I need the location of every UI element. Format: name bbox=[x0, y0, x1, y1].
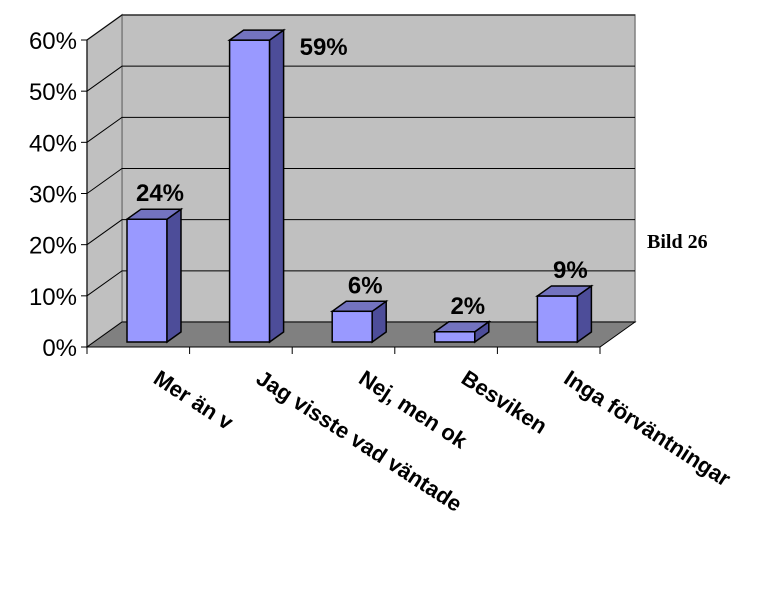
bar-front bbox=[434, 331, 476, 343]
y-tick-label: 30% bbox=[29, 182, 77, 209]
gridline bbox=[86, 270, 635, 297]
bar-top bbox=[432, 321, 492, 333]
data-label: 59% bbox=[300, 34, 348, 61]
bar-top bbox=[124, 208, 184, 220]
bar bbox=[329, 299, 389, 344]
data-label: 9% bbox=[553, 257, 588, 284]
bar-top bbox=[329, 300, 389, 313]
x-tick-label: Inga förväntningar bbox=[560, 365, 736, 491]
gridline bbox=[86, 219, 635, 246]
y-tick-label: 10% bbox=[29, 284, 77, 311]
x-tick-label: Mer än v bbox=[149, 365, 238, 435]
gridline bbox=[86, 14, 635, 41]
bars bbox=[124, 28, 594, 344]
bar-top bbox=[227, 29, 286, 41]
bar bbox=[432, 320, 492, 344]
bar-front bbox=[331, 310, 373, 343]
y-tick-label: 50% bbox=[29, 79, 77, 106]
bar-front bbox=[228, 39, 271, 343]
bar-side bbox=[166, 207, 182, 344]
side-note: Bild 26 bbox=[647, 231, 708, 253]
y-axis: 0% 10% 20% 30% 40% 50% 60% bbox=[29, 28, 88, 362]
data-label: 24% bbox=[136, 180, 184, 207]
x-tick-label: Besviken bbox=[457, 365, 552, 439]
bar bbox=[227, 28, 286, 344]
y-tick-label: 0% bbox=[42, 335, 77, 362]
bar-side bbox=[268, 28, 285, 344]
gridline bbox=[86, 65, 635, 92]
bar bbox=[124, 207, 184, 344]
bar-front bbox=[126, 218, 168, 343]
bar-top bbox=[535, 285, 594, 297]
y-tick-label: 40% bbox=[29, 130, 77, 157]
y-tick-label: 60% bbox=[29, 28, 77, 55]
y-tick-label: 20% bbox=[29, 233, 77, 260]
data-label: 6% bbox=[348, 272, 383, 299]
data-labels: 24% 59% 6% 2% 9% bbox=[136, 34, 588, 320]
bar-front bbox=[536, 295, 579, 343]
data-label: 2% bbox=[450, 293, 485, 320]
bar bbox=[535, 284, 594, 344]
gridline bbox=[86, 116, 635, 143]
gridline bbox=[86, 168, 635, 194]
